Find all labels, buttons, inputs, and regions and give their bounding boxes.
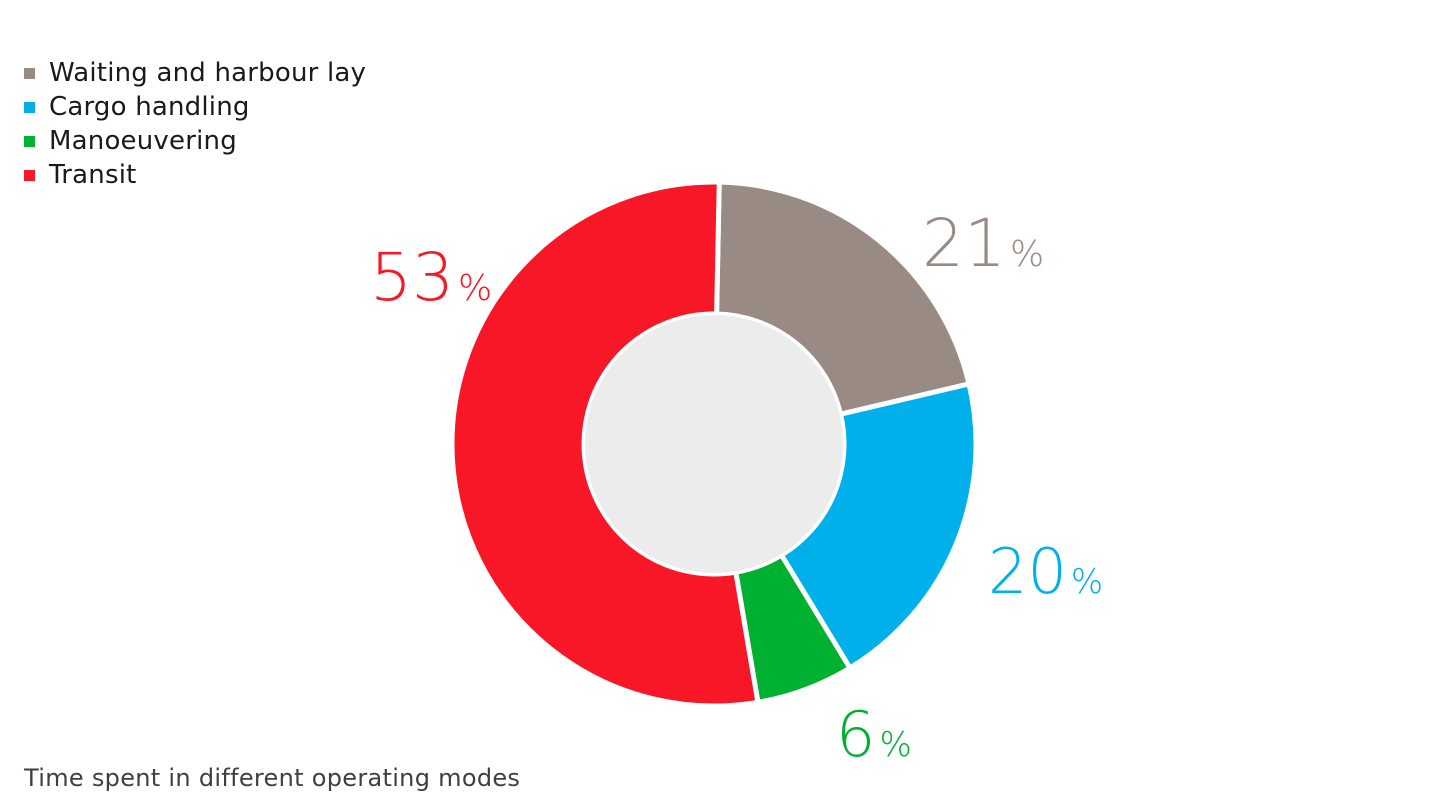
data-label-value-manoeuvering: 6 <box>836 698 875 771</box>
legend-item-waiting: Waiting and harbour lay <box>24 56 366 90</box>
legend-label-transit: Transit <box>49 160 137 190</box>
data-label-value-waiting: 21 <box>922 205 1006 282</box>
data-label-cargo: 20% <box>988 535 1103 608</box>
legend-label-cargo: Cargo handling <box>49 92 250 122</box>
legend-item-transit: Transit <box>24 158 366 192</box>
data-label-waiting: 21% <box>922 205 1044 282</box>
data-label-value-transit: 53 <box>370 239 454 316</box>
legend-swatch-waiting <box>24 67 35 79</box>
data-label-unit-transit: % <box>458 268 492 309</box>
legend: Waiting and harbour lay Cargo handling M… <box>24 56 366 192</box>
legend-label-manoeuvering: Manoeuvering <box>49 126 237 156</box>
data-label-unit-cargo: % <box>1071 562 1103 602</box>
data-label-value-cargo: 20 <box>988 535 1067 608</box>
legend-item-manoeuvering: Manoeuvering <box>24 124 366 158</box>
chart-caption: Time spent in different operating modes <box>24 764 521 792</box>
data-label-unit-waiting: % <box>1010 234 1044 275</box>
legend-swatch-cargo <box>24 101 35 113</box>
slice-cargo <box>778 380 979 672</box>
legend-swatch-transit <box>24 169 35 181</box>
slice-waiting <box>714 179 973 418</box>
data-label-transit: 53% <box>370 239 492 316</box>
donut-hole <box>585 315 843 573</box>
legend-swatch-manoeuvering <box>24 135 35 147</box>
legend-label-waiting: Waiting and harbour lay <box>49 58 367 88</box>
data-label-unit-manoeuvering: % <box>879 725 911 765</box>
slice-transit <box>449 179 761 709</box>
legend-item-cargo: Cargo handling <box>24 90 366 124</box>
data-label-manoeuvering: 6% <box>836 698 912 771</box>
